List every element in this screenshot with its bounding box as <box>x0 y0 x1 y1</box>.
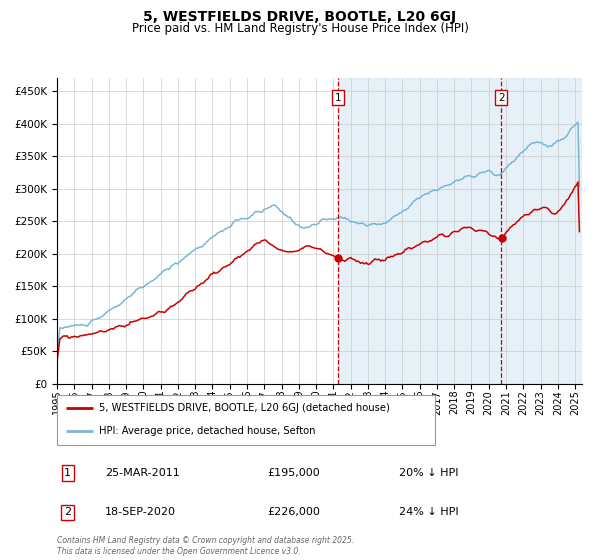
Text: 24% ↓ HPI: 24% ↓ HPI <box>399 507 458 517</box>
Text: 25-MAR-2011: 25-MAR-2011 <box>105 468 180 478</box>
Text: 5, WESTFIELDS DRIVE, BOOTLE, L20 6GJ (detached house): 5, WESTFIELDS DRIVE, BOOTLE, L20 6GJ (de… <box>98 403 389 413</box>
Text: 2: 2 <box>498 93 505 103</box>
Text: 1: 1 <box>334 93 341 103</box>
Text: £226,000: £226,000 <box>267 507 320 517</box>
Text: HPI: Average price, detached house, Sefton: HPI: Average price, detached house, Seft… <box>98 426 315 436</box>
Text: Price paid vs. HM Land Registry's House Price Index (HPI): Price paid vs. HM Land Registry's House … <box>131 22 469 35</box>
Text: 18-SEP-2020: 18-SEP-2020 <box>105 507 176 517</box>
Bar <box>338 78 582 384</box>
Text: 20% ↓ HPI: 20% ↓ HPI <box>399 468 458 478</box>
Text: 5, WESTFIELDS DRIVE, BOOTLE, L20 6GJ: 5, WESTFIELDS DRIVE, BOOTLE, L20 6GJ <box>143 10 457 24</box>
Text: Contains HM Land Registry data © Crown copyright and database right 2025.
This d: Contains HM Land Registry data © Crown c… <box>57 536 354 556</box>
FancyBboxPatch shape <box>57 395 435 445</box>
Text: 1: 1 <box>64 468 71 478</box>
Text: £195,000: £195,000 <box>267 468 320 478</box>
Text: 2: 2 <box>64 507 71 517</box>
